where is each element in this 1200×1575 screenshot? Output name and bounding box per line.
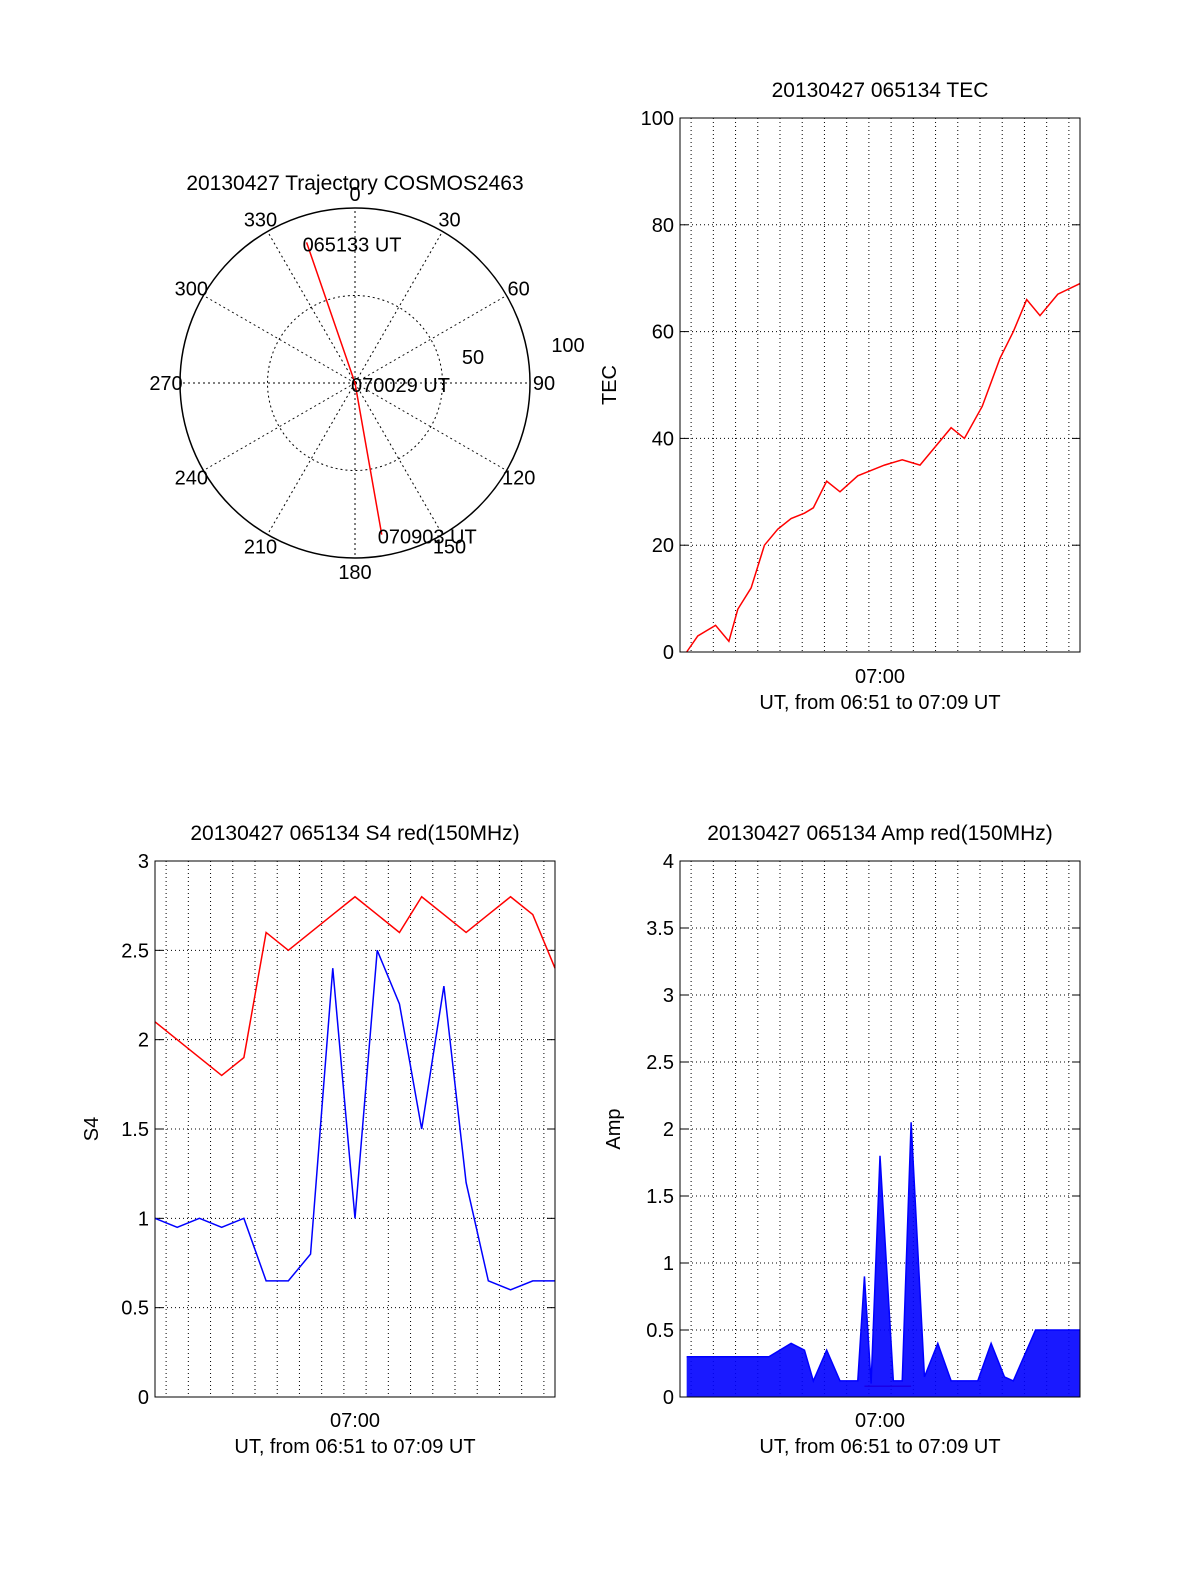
y-tick-label: 0.5 (121, 1298, 149, 1320)
s4-grid (155, 860, 555, 1398)
s4-panel: 20130427 065134 S4 red(150MHz) 0 0.5 1 1.5 2… (81, 822, 556, 1458)
polar-track-label: 065133 UT (303, 234, 402, 256)
tec-y-axis-label: TEC (599, 365, 621, 405)
series-line-0 (154, 895, 556, 1077)
y-tick-label: 1 (138, 1208, 149, 1230)
polar-inner-circle (267, 295, 443, 471)
amp-title: 20130427 065134 Amp red(150MHz) (707, 822, 1053, 845)
polar-radial-label: 100 (551, 335, 584, 357)
polar-spoke (354, 382, 443, 535)
y-tick-label: 2.5 (646, 1052, 674, 1074)
tec-x-tick-label: 07:00 (855, 666, 905, 688)
y-tick-label: 0 (138, 1387, 149, 1409)
polar-track-label: 070029 UT (351, 375, 450, 397)
polar-title: 20130427 Trajectory COSMOS2463 (186, 172, 523, 195)
y-tick-label: 100 (641, 108, 674, 130)
polar-angle-label: 240 (175, 468, 208, 490)
y-tick-label: 20 (652, 535, 674, 557)
amp-x-tick-label: 07:00 (855, 1410, 905, 1432)
amp-y-tick-labels: 0 0.5 1 1.5 2 2.5 3 3.5 4 (646, 851, 674, 1409)
polar-angle-label: 210 (244, 537, 277, 559)
polar-angle-label: 120 (502, 468, 535, 490)
s4-plot-frame (154, 860, 556, 1398)
polar-angle-label: 270 (149, 373, 182, 395)
y-tick-label: 0.5 (646, 1320, 674, 1342)
s4-title: 20130427 065134 S4 red(150MHz) (190, 822, 519, 845)
y-tick-label: 1.5 (646, 1186, 674, 1208)
polar-radial-labels: 50 100 (462, 335, 585, 369)
y-tick-label: 3.5 (646, 918, 674, 940)
amp-panel: 20130427 065134 Amp red(150MHz) 0 0.5 1 1.5… (603, 822, 1081, 1458)
polar-grid (179, 207, 531, 559)
polar-angle-label: 180 (338, 562, 371, 584)
polar-radial-label: 50 (462, 347, 484, 369)
amp-x-axis-label: UT, from 06:51 to 07:09 UT (759, 1436, 1000, 1458)
y-tick-label: 3 (138, 851, 149, 873)
amp-y-axis-label: Amp (603, 1108, 625, 1149)
polar-angle-label: 330 (244, 209, 277, 231)
series-line-0 (686, 282, 1081, 653)
tec-grid (680, 117, 1080, 653)
y-tick-label: 2.5 (121, 940, 149, 962)
series-line-1 (154, 950, 555, 1291)
polar-spoke (354, 295, 507, 384)
polar-angle-labels: 0 30 60 90 120 150 180 210 240 270 300 330 (149, 184, 555, 584)
tec-series (686, 282, 1081, 653)
y-tick-label: 0 (663, 1387, 674, 1409)
tec-x-axis-label: UT, from 06:51 to 07:09 UT (759, 692, 1000, 714)
amp-area-fill (686, 1122, 1080, 1397)
polar-angle-label: 0 (349, 184, 360, 206)
y-tick-label: 0 (663, 642, 674, 664)
s4-x-axis-label: UT, from 06:51 to 07:09 UT (234, 1436, 475, 1458)
polar-spoke (354, 231, 443, 384)
polar-angle-label: 60 (508, 279, 530, 301)
amp-series (686, 1122, 1080, 1397)
polar-angle-label: 90 (533, 373, 555, 395)
tec-plot-frame (679, 117, 1081, 653)
polar-track-label: 070903 UT (378, 527, 477, 549)
polar-track: 065133 UT 070029 UT 070903 UT (303, 234, 477, 548)
polar-spoke (203, 382, 356, 471)
polar-spoke (267, 382, 356, 535)
polar-track-line (305, 242, 383, 535)
s4-y-tick-labels: 0 0.5 1 1.5 2 2.5 3 (121, 851, 149, 1409)
polar-angle-label: 30 (438, 209, 460, 231)
polar-spoke (267, 231, 356, 384)
y-tick-label: 4 (663, 851, 674, 873)
s4-y-axis-label: S4 (81, 1117, 103, 1141)
tec-title: 20130427 065134 TEC (772, 79, 989, 102)
y-tick-label: 40 (652, 428, 674, 450)
polar-angle-label: 150 (433, 537, 466, 559)
polar-trajectory-panel: 20130427 Trajectory COSMOS2463 0 30 60 90 12… (149, 172, 584, 584)
y-tick-label: 2 (138, 1030, 149, 1052)
y-tick-label: 1 (663, 1253, 674, 1275)
polar-outer-circle (179, 207, 531, 559)
s4-series (154, 895, 556, 1291)
polar-spoke (203, 295, 356, 384)
tec-y-tick-labels: 0 20 40 60 80 100 (641, 108, 674, 664)
amp-plot-frame (679, 860, 1081, 1398)
y-tick-label: 1.5 (121, 1119, 149, 1141)
y-tick-label: 80 (652, 215, 674, 237)
y-tick-label: 2 (663, 1119, 674, 1141)
polar-angle-label: 300 (175, 279, 208, 301)
y-tick-label: 60 (652, 322, 674, 344)
y-tick-label: 3 (663, 985, 674, 1007)
polar-spoke (354, 382, 507, 471)
s4-x-tick-label: 07:00 (330, 1410, 380, 1432)
tec-panel: 20130427 065134 TEC 0 20 40 60 80 100 07:00 U… (599, 79, 1081, 714)
